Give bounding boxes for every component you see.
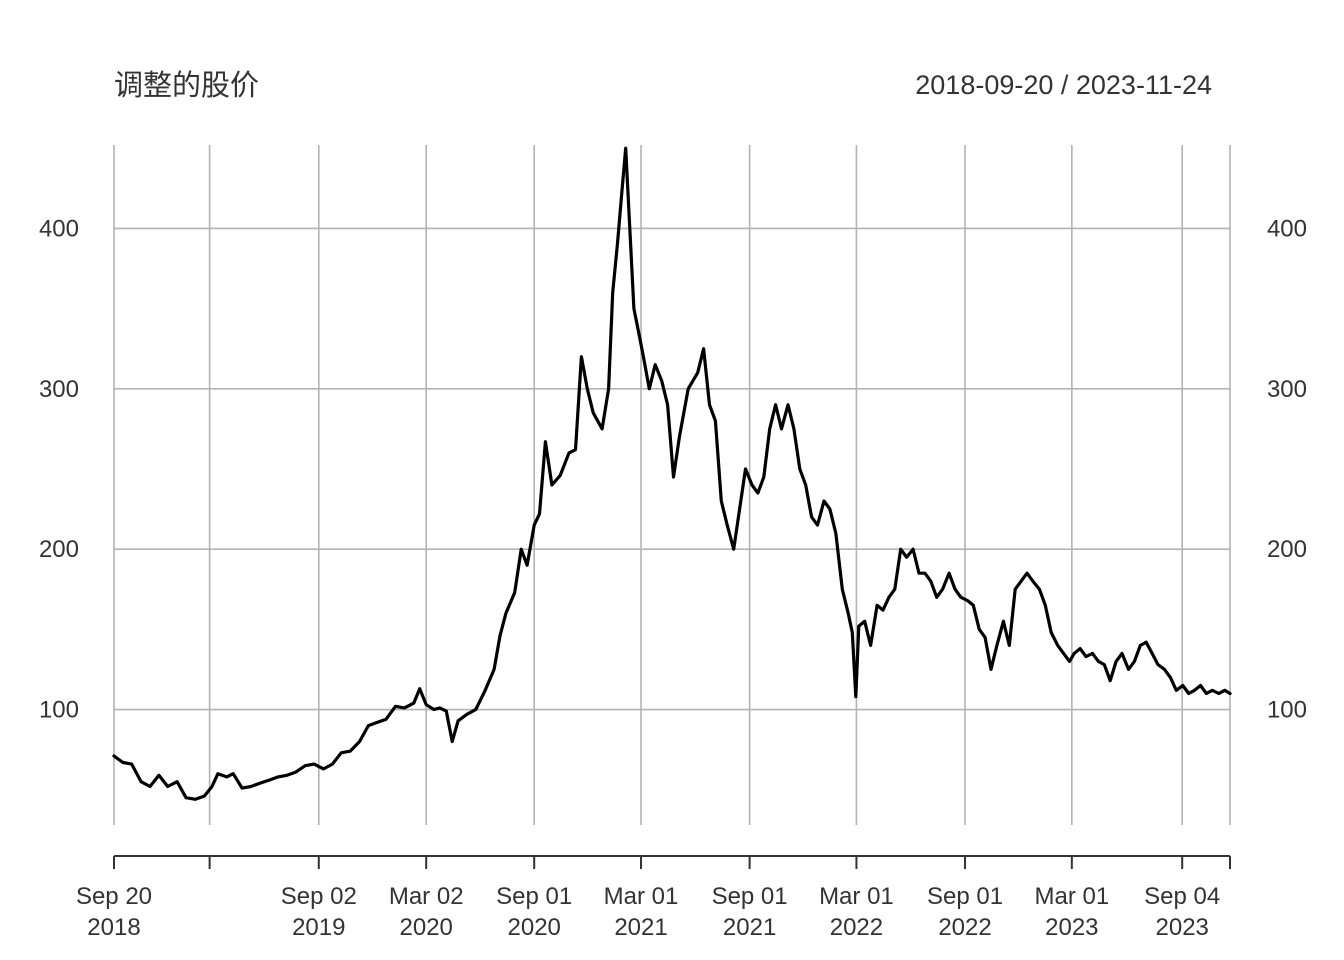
x-tick-label-month: Sep 20 xyxy=(76,883,152,910)
gridlines xyxy=(113,145,1231,825)
x-tick-label-month: Sep 02 xyxy=(281,883,357,910)
x-tick-label-month: Sep 04 xyxy=(1144,883,1220,910)
x-tick-label-year: 2023 xyxy=(1156,914,1209,941)
x-tick-label-month: Mar 01 xyxy=(819,883,894,910)
y-tick-label-left: 100 xyxy=(39,697,79,724)
x-tick-label-year: 2020 xyxy=(400,914,453,941)
chart-title: 调整的股价 xyxy=(114,68,259,102)
y-tick-label-right: 300 xyxy=(1267,376,1307,403)
y-tick-label-left: 300 xyxy=(39,376,79,403)
x-tick-label-year: 2020 xyxy=(508,914,561,941)
y-tick-label-left: 200 xyxy=(39,536,79,563)
y-axis-labels: 100 100 200 200 300 300 400 400 xyxy=(39,215,1307,723)
x-tick-label-month: Sep 01 xyxy=(712,883,788,910)
x-tick-label-year: 2023 xyxy=(1045,914,1098,941)
y-tick-label-left: 400 xyxy=(39,215,79,242)
x-tick-label-year: 2019 xyxy=(292,914,345,941)
y-tick-label-right: 100 xyxy=(1267,697,1307,724)
x-tick-label-month: Mar 01 xyxy=(604,883,679,910)
x-tick-label-month: Mar 02 xyxy=(389,883,464,910)
x-tick-label-year: 2022 xyxy=(938,914,991,941)
date-range-label: 2018-09-20 / 2023-11-24 xyxy=(915,70,1212,100)
price-series-line xyxy=(112,146,1232,801)
x-tick-label-year: 2022 xyxy=(830,914,883,941)
x-tick-label-year: 2021 xyxy=(614,914,667,941)
x-tick-label-month: Mar 01 xyxy=(1034,883,1109,910)
y-tick-label-right: 400 xyxy=(1267,215,1307,242)
x-tick-label-year: 2018 xyxy=(87,914,140,941)
x-axis xyxy=(113,855,1231,869)
y-tick-label-right: 200 xyxy=(1267,536,1307,563)
x-axis-labels: Sep 20 2018 Sep 02 2019 Mar 02 2020 Sep 01 2020… xyxy=(76,883,1220,941)
x-tick-label-month: Sep 01 xyxy=(496,883,572,910)
x-tick-label-month: Sep 01 xyxy=(927,883,1003,910)
x-tick-label-year: 2021 xyxy=(723,914,776,941)
